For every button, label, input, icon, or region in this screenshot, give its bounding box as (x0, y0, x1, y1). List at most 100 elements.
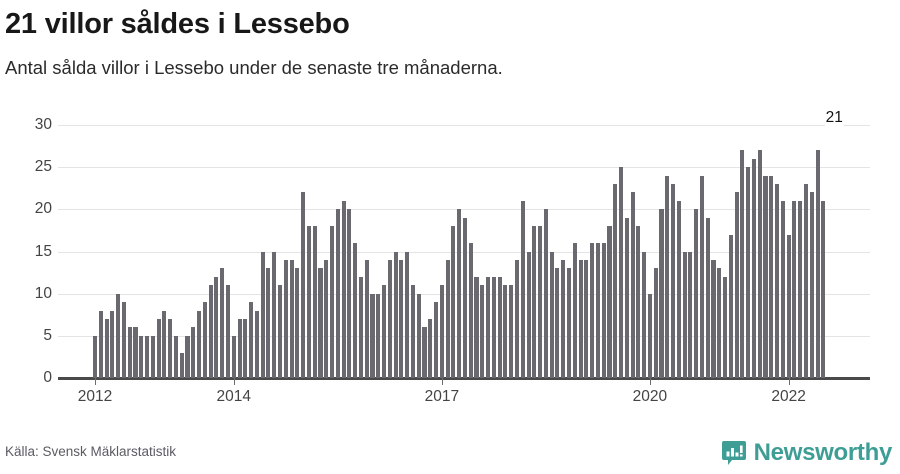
bar (133, 327, 138, 378)
bar (618, 167, 624, 378)
bar (306, 226, 311, 378)
bar (711, 259, 716, 378)
bar (751, 158, 756, 378)
chart-subtitle: Antal sålda villor i Lessebo under de se… (5, 57, 503, 78)
newsworthy-wordmark: Newsworthy (753, 439, 893, 466)
bar (156, 318, 161, 378)
bar (225, 285, 231, 378)
bar (676, 200, 681, 378)
bar (503, 285, 508, 378)
x-axis-tick-label: 2012 (77, 388, 113, 405)
bar (780, 200, 785, 378)
bar (399, 259, 404, 378)
bar (410, 285, 415, 378)
bar (543, 209, 548, 378)
bar (659, 209, 664, 378)
bar (584, 259, 589, 378)
bar (387, 259, 392, 378)
bar (121, 302, 126, 378)
bar (116, 293, 121, 378)
bar (127, 327, 132, 378)
bar (624, 217, 629, 378)
bar (468, 243, 473, 378)
bar (139, 335, 144, 378)
bar (191, 327, 196, 378)
bar (671, 184, 676, 378)
bar (740, 150, 745, 378)
bar (214, 276, 219, 378)
x-axis-tick-mark (788, 378, 790, 385)
bar (179, 352, 184, 378)
bar (549, 251, 554, 378)
bar (786, 234, 791, 378)
bar (341, 200, 346, 378)
bar (324, 259, 329, 378)
x-axis-tick-mark (649, 378, 651, 385)
bar (451, 226, 456, 378)
newsworthy-logo: Newsworthy (721, 440, 892, 466)
bar (439, 285, 444, 378)
chart-plot-area: 0 5 10 15 20 25 30 21 (0, 110, 900, 392)
bar (746, 167, 751, 378)
bar (653, 268, 658, 378)
bar (514, 259, 520, 378)
bar (647, 293, 652, 378)
bar (717, 268, 722, 378)
bar (462, 217, 467, 378)
bar (197, 310, 202, 378)
y-axis-tick-label: 30 (34, 116, 52, 133)
bar (162, 310, 167, 378)
y-axis-tick-label: 25 (34, 158, 52, 176)
bar (538, 226, 543, 378)
bar (705, 217, 710, 378)
x-axis-tick-mark (95, 378, 97, 385)
bar (694, 209, 699, 378)
bar (595, 243, 600, 378)
bar (243, 318, 248, 378)
bar (416, 293, 421, 378)
bar (422, 327, 427, 378)
gridline (58, 209, 870, 211)
bar (613, 184, 618, 378)
bar (642, 251, 647, 378)
bar (821, 200, 826, 378)
bar (301, 192, 306, 378)
x-axis-tick-mark (441, 378, 443, 385)
x-axis-tick-mark (233, 378, 235, 385)
bar (445, 259, 450, 378)
bar (775, 184, 780, 378)
bar (665, 175, 670, 378)
x-axis-tick-label: 2017 (424, 388, 460, 405)
bar (803, 184, 809, 378)
bar (393, 251, 398, 378)
source-note: Källa: Svensk Mäklarstatistik (5, 444, 177, 459)
gridline (58, 167, 870, 169)
bar (405, 251, 410, 378)
bar (728, 234, 733, 378)
bar (682, 251, 687, 378)
bar (220, 268, 225, 378)
bar (145, 335, 150, 378)
bar (734, 192, 739, 378)
bar (358, 276, 363, 378)
bar (295, 268, 300, 378)
y-axis-tick-label: 20 (34, 200, 52, 218)
bar (798, 200, 803, 378)
bar (815, 150, 820, 378)
bar (491, 276, 496, 378)
bar (699, 175, 704, 378)
bar (364, 259, 369, 378)
bar (277, 285, 283, 378)
bar (601, 243, 606, 378)
bar (98, 310, 103, 378)
bar (572, 243, 577, 378)
bar (636, 226, 641, 378)
bar (353, 243, 358, 378)
bar (532, 226, 537, 378)
bar (168, 318, 173, 378)
bar (486, 276, 491, 378)
bar (457, 209, 462, 378)
bar (555, 268, 560, 378)
gridline (58, 125, 870, 126)
bar (376, 293, 381, 378)
